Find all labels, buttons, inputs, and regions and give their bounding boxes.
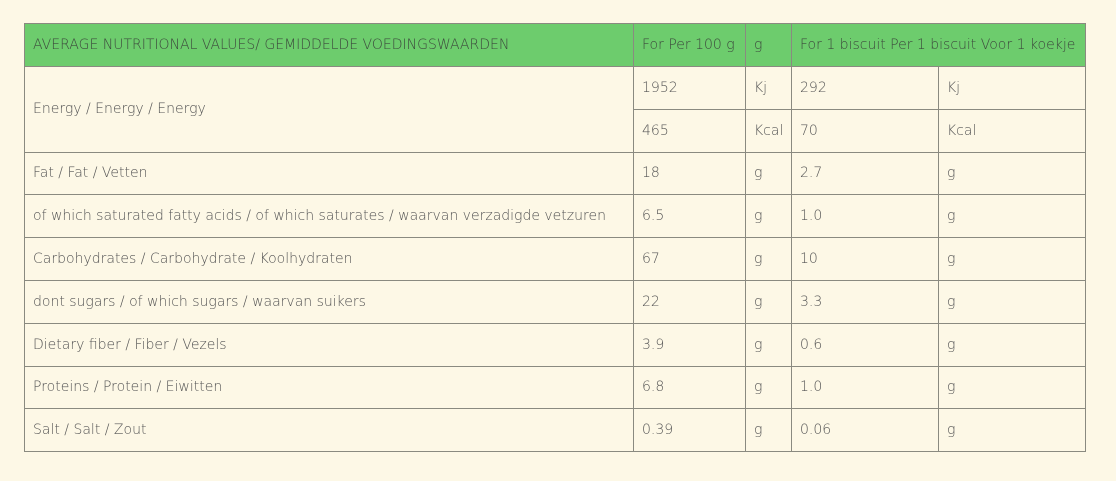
row-label: Proteins / Protein / Eiwitten — [24, 365, 634, 410]
value-cell: 1952 — [633, 66, 746, 110]
nutrition-table: AVERAGE NUTRITIONAL VALUES/ GEMIDDELDE V… — [24, 23, 1087, 453]
header-cell: For 1 biscuit Per 1 biscuit Voor 1 koekj… — [790, 23, 1087, 67]
row-label: dont sugars / of which sugars / waarvan … — [24, 279, 634, 324]
value-cell: 1.0 — [791, 365, 939, 410]
table-row: dont sugars / of which sugars / waarvan … — [24, 279, 1087, 324]
row-label: Dietary fiber / Fiber / Vezels — [24, 322, 634, 367]
table-row: Salt / Salt / Zout 0.39 g 0.06 g — [24, 408, 1087, 453]
table-row: Fat / Fat / Vetten 18 g 2.7 g — [24, 151, 1087, 196]
value-cell: 3.3 — [791, 279, 939, 324]
unit-cell: g — [745, 408, 792, 453]
unit-cell: Kcal — [937, 108, 1087, 153]
unit-cell: g — [937, 237, 1087, 281]
value-cell: 67 — [633, 237, 746, 281]
unit-cell: Kcal — [745, 108, 792, 153]
table-row: AVERAGE NUTRITIONAL VALUES/ GEMIDDELDE V… — [24, 23, 1087, 67]
table-row: Energy / Energy / Energy 1952 Kj 292 Kj — [24, 66, 1087, 153]
value-cell: 465 — [633, 108, 746, 153]
value-cell: 6.5 — [633, 194, 746, 239]
table-row: Proteins / Protein / Eiwitten 6.8 g 1.0 g — [24, 365, 1087, 410]
unit-cell: g — [745, 322, 792, 367]
table-row: 465 Kcal 70 Kcal — [25, 108, 1087, 153]
value-cell: 18 — [633, 151, 746, 196]
row-label: Carbohydrates / Carbohydrate / Koolhydra… — [24, 237, 634, 281]
header-cell: AVERAGE NUTRITIONAL VALUES/ GEMIDDELDE V… — [24, 23, 634, 67]
row-label: Salt / Salt / Zout — [24, 408, 634, 453]
unit-cell: Kj — [745, 66, 792, 110]
value-cell: 0.39 — [633, 408, 746, 453]
unit-cell: g — [937, 279, 1087, 324]
table-row: Carbohydrates / Carbohydrate / Koolhydra… — [24, 237, 1087, 281]
header-cell: For Per 100 g — [633, 23, 746, 67]
unit-cell: g — [937, 151, 1087, 196]
unit-cell: g — [937, 365, 1087, 410]
value-cell: 0.06 — [791, 408, 939, 453]
table-row: of which saturated fatty acids / of whic… — [24, 194, 1087, 239]
value-cell: 2.7 — [791, 151, 939, 196]
value-cell: 1.0 — [791, 194, 939, 239]
value-cell: 3.9 — [633, 322, 746, 367]
unit-cell: g — [745, 194, 792, 239]
value-cell: 22 — [633, 279, 746, 324]
value-cell: 292 — [791, 66, 939, 110]
unit-cell: Kj — [937, 66, 1087, 110]
row-label: of which saturated fatty acids / of whic… — [24, 194, 634, 239]
value-cell: 6.8 — [633, 365, 746, 410]
unit-cell: g — [937, 322, 1087, 367]
unit-cell: g — [745, 279, 792, 324]
unit-cell: g — [745, 151, 792, 196]
table-body: AVERAGE NUTRITIONAL VALUES/ GEMIDDELDE V… — [24, 23, 1087, 453]
value-cell: 70 — [791, 108, 939, 153]
unit-cell: g — [745, 237, 792, 281]
row-label: Fat / Fat / Vetten — [24, 151, 634, 196]
unit-cell: g — [937, 408, 1087, 453]
unit-cell: g — [745, 365, 792, 410]
table-row: Dietary fiber / Fiber / Vezels 3.9 g 0.6 g — [24, 322, 1087, 367]
row-label: Energy / Energy / Energy — [24, 66, 634, 153]
unit-cell: g — [937, 194, 1087, 239]
value-cell: 10 — [791, 237, 939, 281]
value-cell: 0.6 — [791, 322, 939, 367]
header-cell: g — [745, 23, 792, 67]
